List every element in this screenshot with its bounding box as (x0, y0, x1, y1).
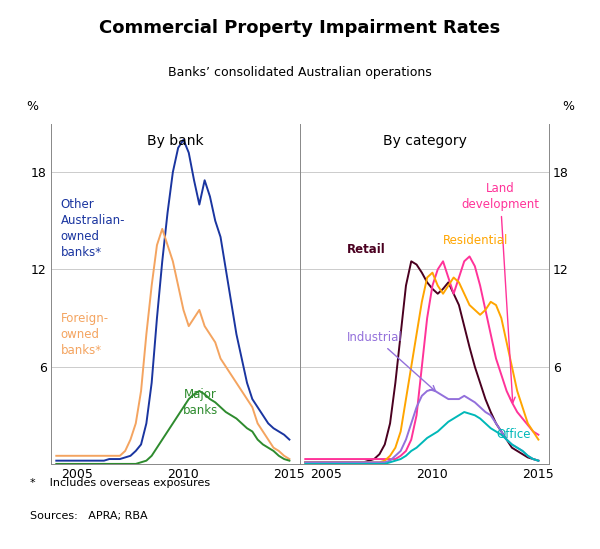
Text: Commercial Property Impairment Rates: Commercial Property Impairment Rates (100, 19, 500, 37)
Text: By category: By category (383, 134, 466, 148)
Text: Foreign-
owned
banks*: Foreign- owned banks* (61, 312, 109, 357)
Text: Other
Australian-
owned
banks*: Other Australian- owned banks* (61, 198, 125, 259)
Text: %: % (26, 100, 38, 113)
Text: Major
banks: Major banks (183, 388, 218, 417)
Text: By bank: By bank (147, 134, 204, 148)
Text: Industrial: Industrial (347, 331, 436, 391)
Text: Office: Office (496, 428, 530, 441)
Text: Residential: Residential (443, 234, 508, 247)
Text: Retail: Retail (347, 243, 386, 256)
Text: *    Includes overseas exposures: * Includes overseas exposures (30, 478, 210, 488)
Text: Sources:   APRA; RBA: Sources: APRA; RBA (30, 511, 148, 520)
Text: Land
development: Land development (461, 182, 539, 403)
Text: %: % (562, 100, 574, 113)
Text: Banks’ consolidated Australian operations: Banks’ consolidated Australian operation… (168, 66, 432, 79)
